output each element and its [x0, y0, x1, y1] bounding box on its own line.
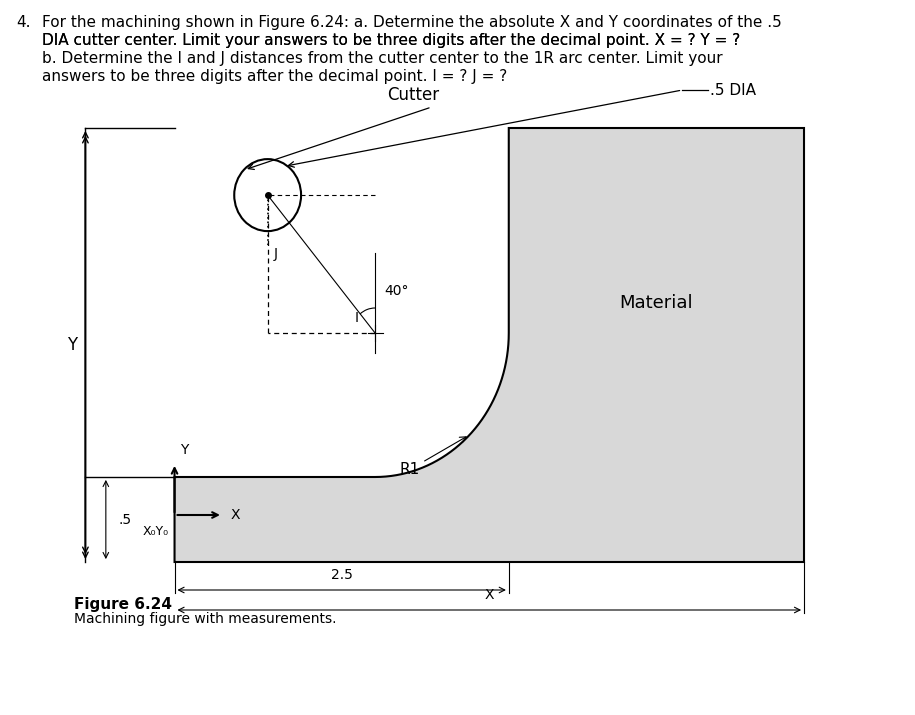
Text: J: J — [274, 247, 277, 261]
Text: .5: .5 — [119, 513, 132, 526]
Text: answers to be three digits after the decimal point. I = ? J = ?: answers to be three digits after the dec… — [42, 69, 507, 84]
Text: Y: Y — [68, 336, 78, 354]
Text: 4.: 4. — [16, 15, 31, 30]
Text: X: X — [485, 588, 494, 602]
Text: X: X — [231, 508, 240, 522]
Text: I: I — [354, 311, 359, 325]
Text: Machining figure with measurements.: Machining figure with measurements. — [74, 612, 337, 626]
Circle shape — [234, 159, 301, 231]
Text: 2.5: 2.5 — [330, 568, 352, 582]
Text: 40°: 40° — [384, 284, 409, 298]
Text: Y: Y — [180, 443, 188, 457]
Text: Cutter: Cutter — [387, 86, 439, 104]
Text: DIA cutter center. Limit your answers to be three digits after the decimal point: DIA cutter center. Limit your answers to… — [42, 33, 740, 48]
Text: Figure 6.24: Figure 6.24 — [74, 597, 172, 612]
Text: R1: R1 — [399, 437, 466, 478]
Text: Material: Material — [619, 293, 694, 312]
Polygon shape — [175, 128, 804, 562]
Text: b. Determine the I and J distances from the cutter center to the 1R arc center. : b. Determine the I and J distances from … — [42, 51, 723, 66]
Text: For the machining shown in Figure 6.24: a. Determine the absolute X and Y coordi: For the machining shown in Figure 6.24: … — [42, 15, 781, 30]
Text: X₀Y₀: X₀Y₀ — [143, 525, 169, 538]
Text: DIA cutter center. Limit your answers to be three digits after the decimal point: DIA cutter center. Limit your answers to… — [42, 33, 740, 48]
Text: .5 DIA: .5 DIA — [710, 82, 756, 97]
